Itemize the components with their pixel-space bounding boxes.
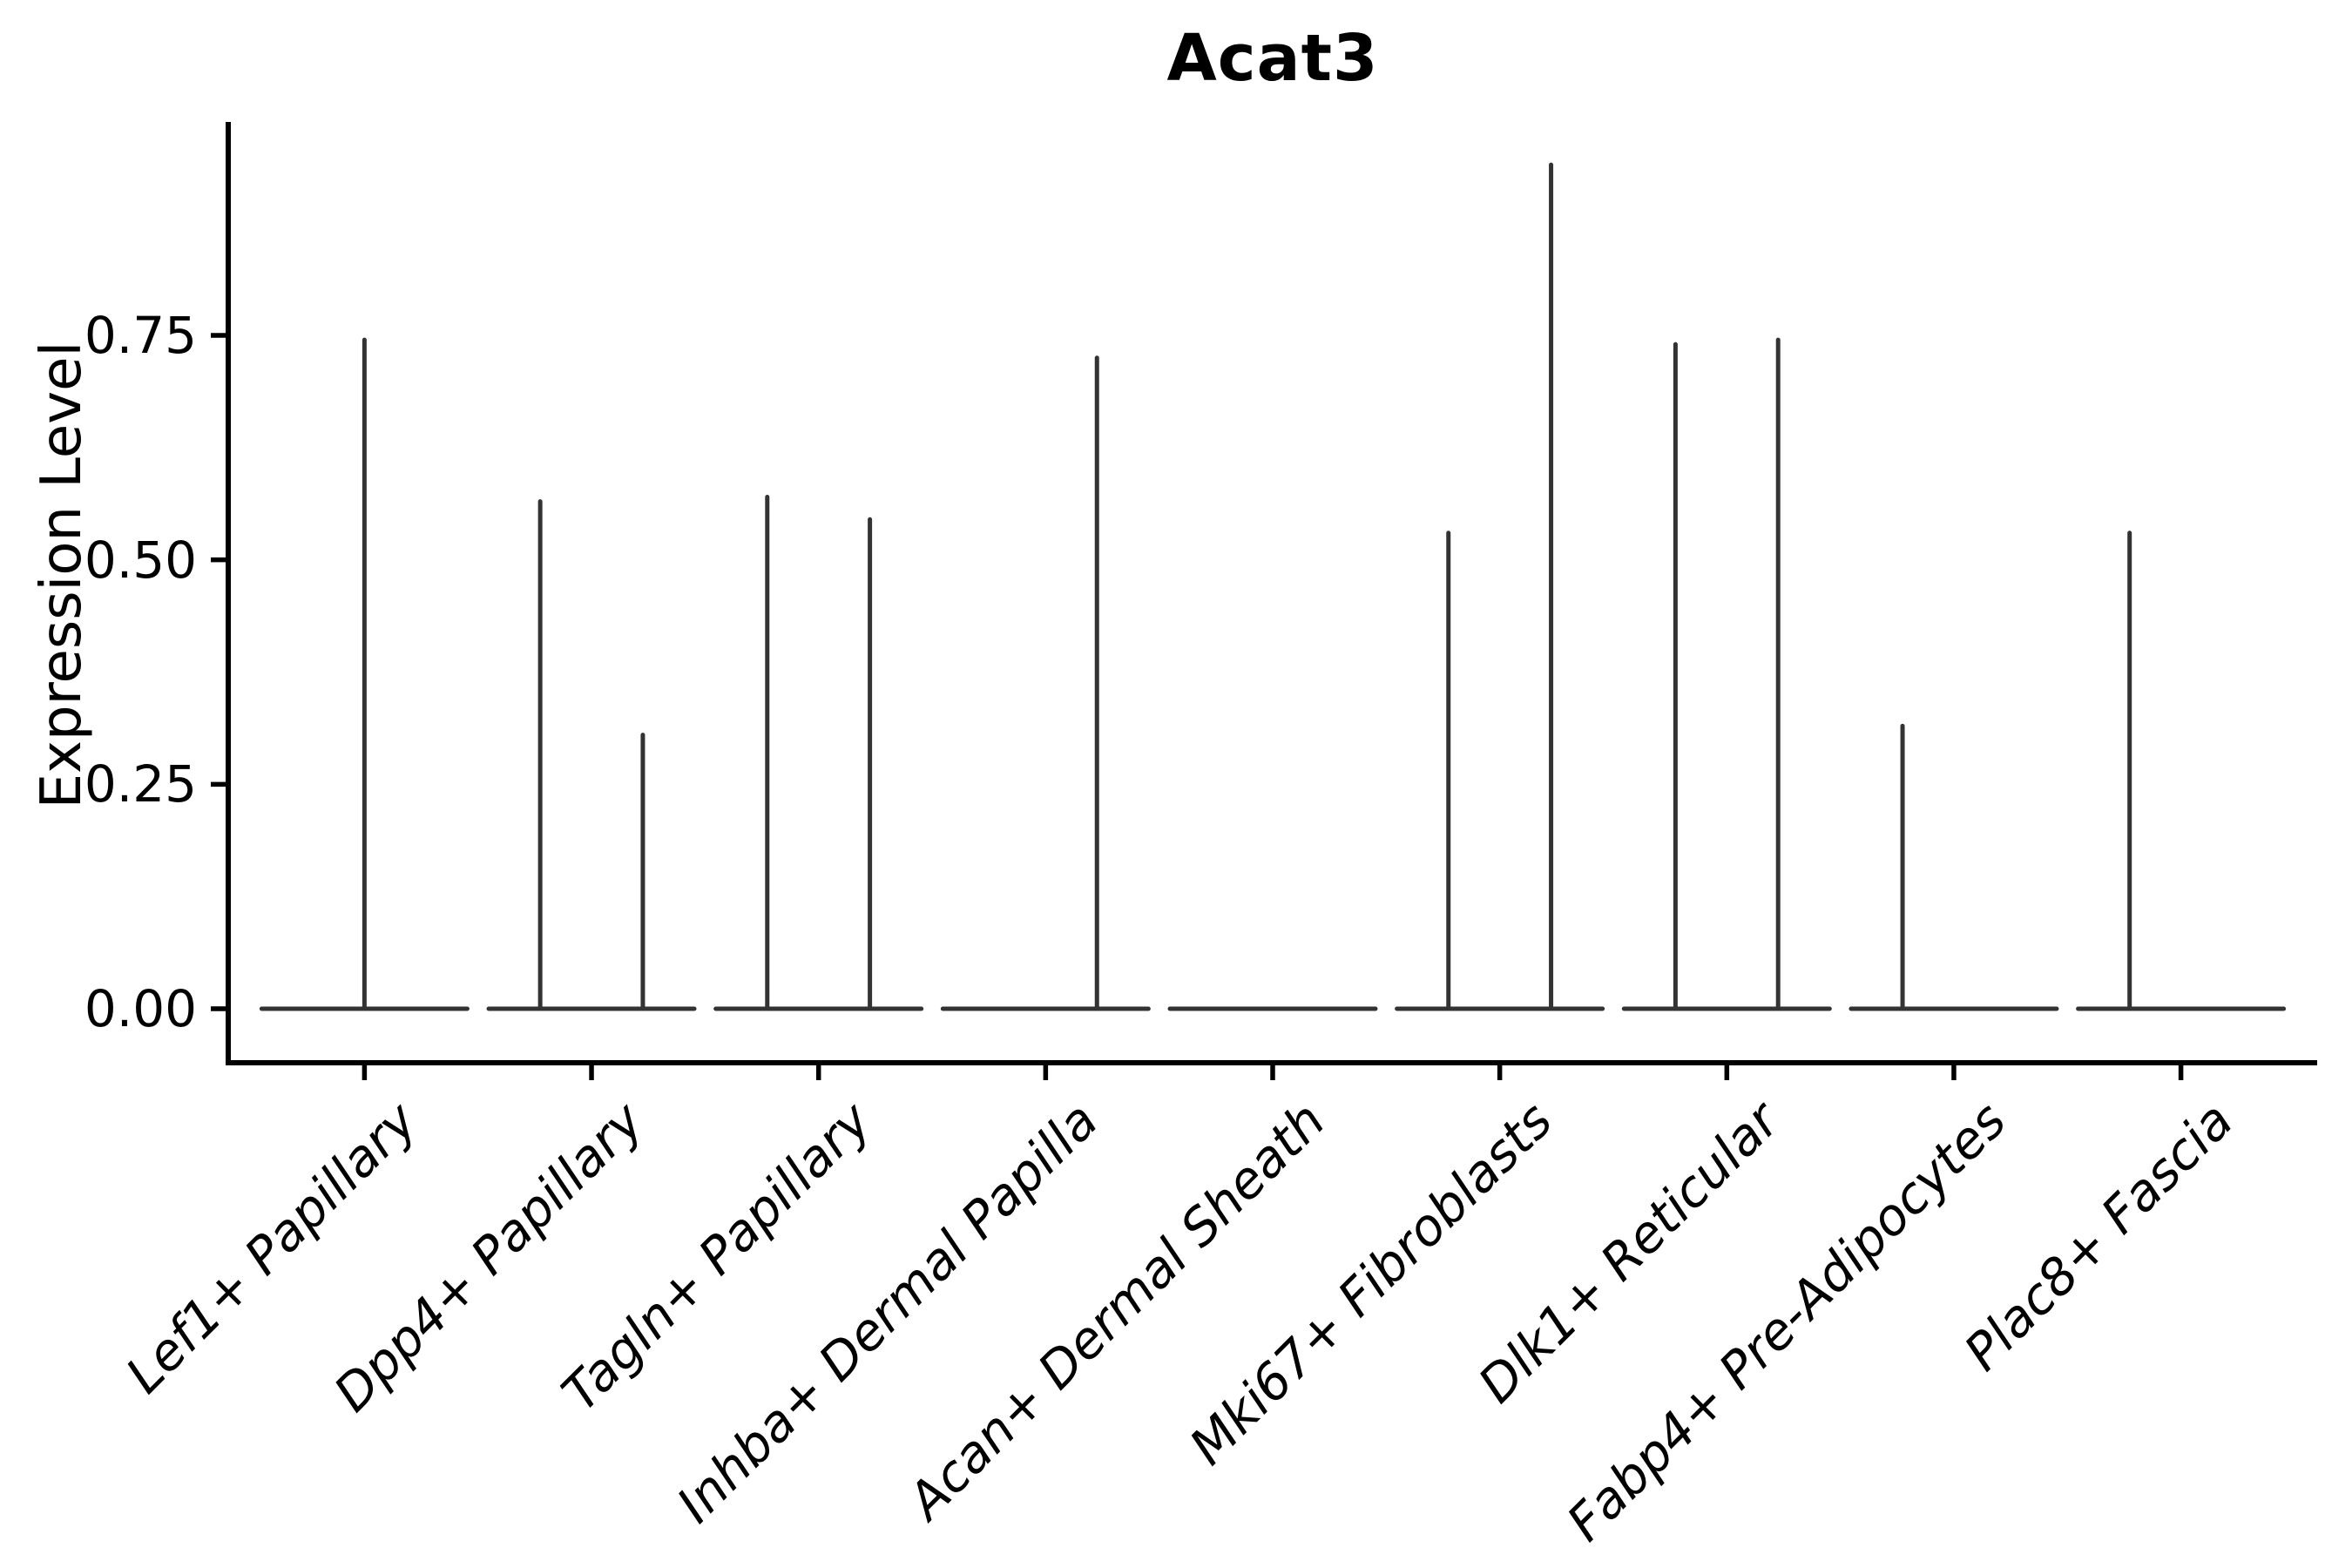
y-tick-label: 0.25 xyxy=(84,754,197,814)
y-tick-label: 0.75 xyxy=(84,305,197,365)
y-tick-label: 0.50 xyxy=(84,530,197,590)
y-tick-label: 0.00 xyxy=(84,979,197,1038)
chart-title: Acat3 xyxy=(1166,21,1379,96)
